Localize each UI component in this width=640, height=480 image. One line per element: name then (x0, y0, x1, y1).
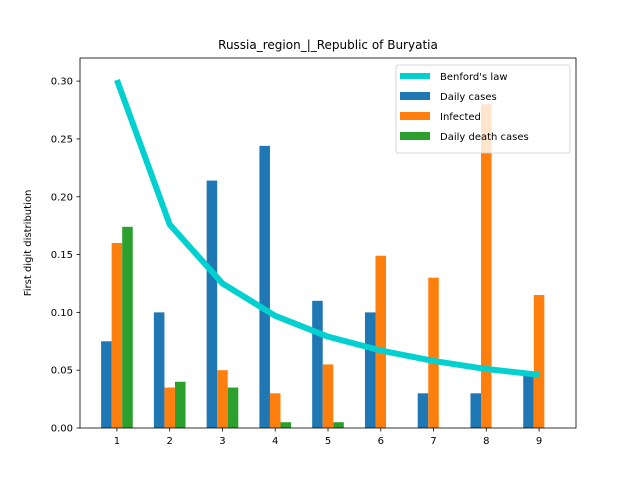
x-tick-label-6: 6 (378, 436, 384, 447)
y-tick-label-4: 0.20 (51, 192, 73, 203)
benford-line (114, 78, 540, 378)
bar-infected-7 (428, 277, 439, 428)
benford-line-layer (114, 78, 540, 378)
bar-daily-death-cases-1 (122, 226, 133, 428)
legend-swatch-daily-cases (400, 92, 430, 100)
bar-daily-cases-6 (364, 312, 376, 429)
axes-layer: 1 2 3 4 5 6 7 8 9 0.00 0.05 0.10 0.15 0.20 0.25 0.30 (51, 57, 577, 447)
bar-infected-4 (269, 393, 281, 428)
bar-infected-8 (481, 104, 492, 428)
bar-daily-cases-7 (417, 393, 429, 428)
legend-box (395, 64, 571, 154)
legend-swatch-infected (400, 112, 430, 120)
bar-daily-death-cases-4 (280, 422, 292, 428)
x-tick-label-4: 4 (272, 436, 278, 447)
x-tick-label-1: 1 (114, 436, 120, 447)
bar-infected-5 (322, 364, 334, 428)
y-tick-label-1: 0.05 (51, 366, 73, 377)
legend: Benford's law Daily cases Infected Daily de… (395, 64, 571, 154)
bar-daily-cases-9 (523, 375, 534, 428)
y-axis-label: First digit distribution (23, 190, 34, 297)
bar-infected-1 (111, 243, 123, 428)
legend-label-daily-cases: Daily cases (440, 92, 497, 103)
bar-daily-death-cases-5 (333, 422, 344, 428)
bar-daily-cases-5 (312, 300, 323, 428)
x-tick-label-2: 2 (167, 436, 173, 447)
x-tick-label-9: 9 (536, 436, 542, 447)
bar-daily-cases-3 (206, 180, 218, 428)
legend-label-daily-death-cases: Daily death cases (440, 132, 529, 143)
bar-infected-9 (533, 295, 545, 428)
chart-title: Russia_region_|_Republic of Buryatia (218, 38, 438, 52)
y-tick-label-6: 0.30 (51, 77, 73, 88)
bar-daily-cases-2 (153, 312, 165, 429)
bar-infected-2 (164, 387, 175, 428)
bar-daily-cases-8 (470, 393, 482, 428)
bars-layer (101, 104, 545, 429)
bar-daily-death-cases-2 (174, 381, 186, 428)
bar-daily-death-cases-3 (227, 387, 239, 428)
legend-label-infected: Infected (440, 112, 481, 123)
bar-infected-3 (217, 370, 228, 428)
y-tick-label-3: 0.15 (51, 250, 73, 261)
x-tick-label-8: 8 (483, 436, 489, 447)
x-tick-label-5: 5 (325, 436, 331, 447)
x-tick-label-7: 7 (430, 436, 436, 447)
y-tick-label-0: 0.00 (51, 424, 73, 435)
bar-daily-cases-4 (259, 145, 270, 429)
legend-label-benford-s-law: Benford's law (440, 72, 508, 83)
bar-daily-cases-1 (101, 341, 112, 428)
legend-swatch-daily-death-cases (400, 132, 430, 140)
x-tick-label-3: 3 (219, 436, 225, 447)
y-tick-label-2: 0.10 (51, 308, 73, 319)
y-tick-label-5: 0.25 (51, 134, 73, 145)
bar-infected-6 (375, 255, 387, 428)
